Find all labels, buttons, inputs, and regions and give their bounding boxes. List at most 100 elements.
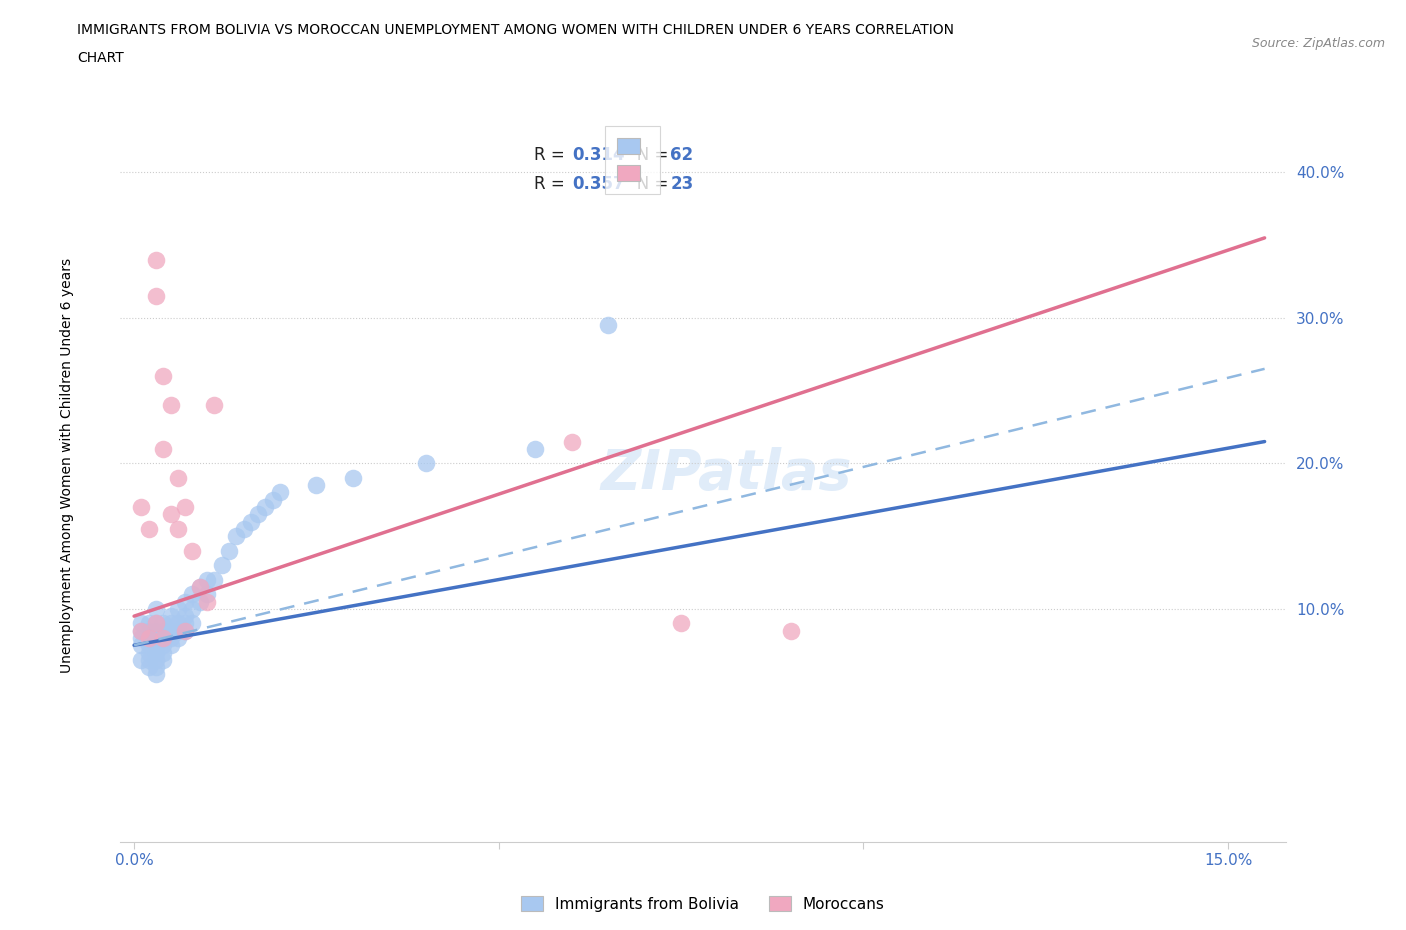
Point (131, 638, 153, 653)
Text: Unemployment Among Women with Children Under 6 years: Unemployment Among Women with Children U… (60, 258, 75, 672)
Point (202, 572, 225, 587)
Point (166, 522, 188, 537)
Point (152, 652, 174, 667)
Point (232, 522, 254, 537)
Point (145, 623, 167, 638)
Text: 62: 62 (671, 146, 693, 164)
Point (239, 514, 262, 529)
Point (138, 522, 160, 537)
Point (262, 492, 284, 507)
Point (159, 398, 181, 413)
Text: R =: R = (534, 175, 569, 193)
Point (145, 616, 167, 631)
Point (669, 616, 692, 631)
Point (195, 572, 218, 587)
Point (524, 442, 547, 457)
Point (188, 579, 211, 594)
Point (159, 507, 181, 522)
Text: 23: 23 (671, 175, 693, 193)
Point (138, 631, 160, 645)
Point (152, 631, 174, 645)
Point (195, 594, 218, 609)
Point (159, 609, 181, 624)
Text: CHART: CHART (77, 51, 124, 65)
Point (269, 485, 291, 500)
Point (138, 631, 160, 645)
Point (131, 616, 153, 631)
Point (145, 667, 167, 682)
Point (195, 587, 218, 602)
Point (152, 368, 174, 383)
Point (138, 638, 160, 653)
Point (152, 631, 174, 645)
Point (159, 623, 181, 638)
Point (181, 602, 204, 617)
Point (174, 609, 197, 624)
Point (145, 631, 167, 645)
Point (342, 471, 364, 485)
Point (598, 318, 620, 333)
Point (181, 587, 204, 602)
Point (211, 558, 233, 573)
Legend: , : , (606, 126, 661, 194)
Text: ZIPatlas: ZIPatlas (600, 447, 852, 501)
Text: Source: ZipAtlas.com: Source: ZipAtlas.com (1251, 37, 1385, 50)
Point (174, 594, 197, 609)
Point (145, 602, 167, 617)
Point (145, 616, 167, 631)
Text: N =: N = (621, 146, 673, 164)
Point (174, 623, 197, 638)
Point (166, 623, 188, 638)
Text: R =: R = (534, 146, 569, 164)
Point (181, 616, 204, 631)
Point (225, 528, 247, 543)
Text: N =: N = (621, 175, 673, 193)
Point (188, 594, 211, 609)
Point (159, 638, 181, 653)
Point (145, 652, 167, 667)
Point (181, 543, 204, 558)
Point (166, 616, 188, 631)
Point (152, 638, 174, 653)
Legend: Immigrants from Bolivia, Moroccans: Immigrants from Bolivia, Moroccans (515, 890, 891, 918)
Point (202, 398, 225, 413)
Point (145, 645, 167, 660)
Point (145, 252, 167, 267)
Point (145, 288, 167, 303)
Point (247, 507, 270, 522)
Point (166, 471, 188, 485)
Point (166, 602, 188, 617)
Point (131, 623, 153, 638)
Point (174, 499, 197, 514)
Point (415, 456, 437, 471)
Point (159, 616, 181, 631)
Point (166, 631, 188, 645)
Point (305, 478, 328, 493)
Text: IMMIGRANTS FROM BOLIVIA VS MOROCCAN UNEMPLOYMENT AMONG WOMEN WITH CHILDREN UNDER: IMMIGRANTS FROM BOLIVIA VS MOROCCAN UNEM… (77, 23, 955, 37)
Point (138, 652, 160, 667)
Point (561, 434, 583, 449)
Point (138, 616, 160, 631)
Point (152, 645, 174, 660)
Point (174, 616, 197, 631)
Point (188, 579, 211, 594)
Point (159, 631, 181, 645)
Point (218, 543, 240, 558)
Point (174, 623, 197, 638)
Point (145, 638, 167, 653)
Point (779, 623, 801, 638)
Point (152, 616, 174, 631)
Point (145, 659, 167, 674)
Point (131, 652, 153, 667)
Point (131, 623, 153, 638)
Point (131, 631, 153, 645)
Point (131, 499, 153, 514)
Text: 0.357: 0.357 (572, 175, 624, 193)
Point (254, 499, 277, 514)
Point (138, 645, 160, 660)
Text: 0.314: 0.314 (572, 146, 624, 164)
Point (138, 623, 160, 638)
Point (152, 442, 174, 457)
Point (138, 659, 160, 674)
Point (152, 623, 174, 638)
